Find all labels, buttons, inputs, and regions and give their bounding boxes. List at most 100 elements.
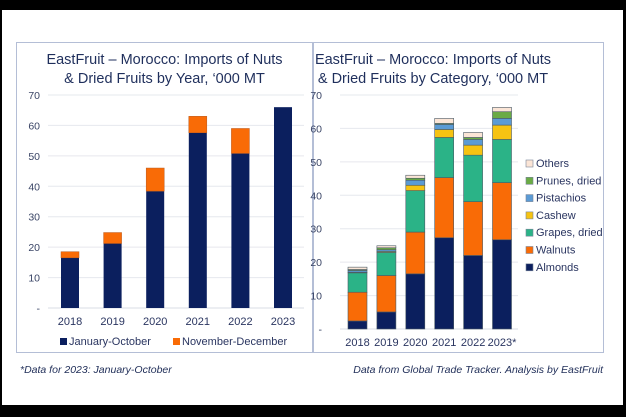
year-chart-bar-january-october <box>188 132 207 308</box>
right-chart-title-line-1: EastFruit – Morocco: Imports of Nuts <box>314 52 552 68</box>
category-chart-bar-grapes-dried <box>347 272 368 293</box>
category-chart-bar-cashew <box>434 129 455 138</box>
charts-frame: EastFruit – Morocco: Imports of Nuts & D… <box>16 42 604 353</box>
source-note: Data from Global Trade Tracker. Analysis… <box>353 364 603 376</box>
category-chart-y-tick-label: 50 <box>310 157 322 169</box>
footnote: *Data for 2023: January-October <box>20 364 172 376</box>
year-chart-bar-january-october <box>274 107 292 309</box>
category-chart-bar-almonds <box>376 311 397 330</box>
category-chart-bar-walnuts <box>463 201 483 256</box>
category-chart-legend-label: Prunes, dried <box>536 175 601 187</box>
year-chart-x-tick-label: 2022 <box>228 316 252 328</box>
year-chart-y-tick-label: 60 <box>28 120 40 132</box>
year-chart-legend-swatch <box>60 338 67 345</box>
category-chart-bar-grapes-dried <box>463 154 483 202</box>
year-chart-y-tick-label: 30 <box>28 212 40 224</box>
category-chart-bar-walnuts <box>434 177 455 239</box>
category-chart-legend-swatch <box>525 194 534 202</box>
right-chart-title: EastFruit – Morocco: Imports of Nuts & D… <box>313 51 553 89</box>
year-chart-x-tick-label: 2023 <box>271 316 295 328</box>
category-chart-legend-label: Walnuts <box>536 245 576 257</box>
category-chart-bar-almonds <box>434 237 455 330</box>
category-chart-legend-swatch <box>525 159 534 168</box>
category-chart-bar-prunes-dried <box>405 177 426 181</box>
category-chart-bar-others <box>463 132 483 138</box>
category-chart-y-tick-label: 40 <box>310 190 322 202</box>
category-chart-bar-almonds <box>463 255 483 330</box>
category-chart-bar-walnuts <box>492 182 512 241</box>
category-chart-bar-almonds <box>347 320 368 330</box>
category-chart-bar-walnuts <box>405 231 426 275</box>
category-chart-bar-cashew <box>405 184 426 191</box>
category-chart-x-tick-label: 2021 <box>432 337 456 349</box>
year-chart-y-tick-label: 20 <box>28 242 40 254</box>
category-chart-y-tick-label: 10 <box>310 291 322 303</box>
category-chart-bar-grapes-dried <box>405 190 426 233</box>
category-chart-bar-others <box>376 245 397 249</box>
category-chart-bar-pistachios <box>492 118 512 126</box>
category-chart-bar-others <box>492 107 512 113</box>
category-chart-bar-walnuts <box>347 291 368 322</box>
category-chart-x-tick-label: 2020 <box>403 337 427 349</box>
category-chart-x-tick-label: 2023* <box>488 337 517 349</box>
category-chart-y-tick-label: 60 <box>310 123 322 135</box>
category-chart-y-tick-label: 70 <box>310 90 322 102</box>
category-chart-bar-almonds <box>492 239 512 330</box>
chart-divider <box>312 43 314 352</box>
category-chart-legend-swatch <box>525 177 534 185</box>
category-chart-x-tick-label: 2019 <box>374 337 398 349</box>
category-chart-bar-others <box>347 266 368 270</box>
year-chart-x-tick-label: 2019 <box>100 316 124 328</box>
year-chart-y-tick-label: 40 <box>28 181 40 193</box>
category-chart-bar-walnuts <box>376 275 397 313</box>
category-chart-legend-label: Others <box>536 158 570 170</box>
category-chart-bar-prunes-dried <box>376 247 397 251</box>
category-chart-bar-pistachios <box>434 124 455 130</box>
category-chart-y-tick-label: - <box>319 324 323 336</box>
category-chart-legend-swatch <box>525 211 534 220</box>
category-chart-legend-label: Grapes, dried <box>536 227 603 239</box>
year-chart-y-tick-label: - <box>37 303 41 315</box>
year-chart-y-tick-label: 50 <box>28 151 40 163</box>
category-chart-legend-label: Cashew <box>536 210 576 222</box>
category-chart-legend-label: Pistachios <box>536 193 587 205</box>
category-chart-legend-swatch <box>525 228 534 237</box>
category-chart-bar-cashew <box>463 144 483 156</box>
left-chart-title-line-1: EastFruit – Morocco: Imports of Nuts <box>46 52 283 68</box>
year-chart-bar-november-december <box>188 116 208 133</box>
category-chart-bar-almonds <box>405 273 426 330</box>
year-chart-bar-january-october <box>103 243 122 308</box>
year-chart-bar-january-october <box>146 191 165 308</box>
category-chart-legend-label: Almonds <box>536 262 579 274</box>
figure-panel: EastFruit – Morocco: Imports of Nuts & D… <box>2 10 623 405</box>
year-chart-x-tick-label: 2018 <box>58 316 82 328</box>
category-chart-legend-swatch <box>525 263 534 272</box>
year-chart-legend-swatch <box>173 338 180 345</box>
category-chart-bar-pistachios <box>405 179 426 186</box>
year-chart-x-tick-label: 2021 <box>186 316 210 328</box>
category-chart-y-tick-label: 30 <box>310 224 322 236</box>
category-chart-bar-grapes-dried <box>376 252 397 276</box>
left-chart-title: EastFruit – Morocco: Imports of Nuts & D… <box>17 51 312 89</box>
category-chart-bar-cashew <box>492 124 512 140</box>
year-chart-x-tick-label: 2020 <box>143 316 167 328</box>
category-chart-bar-grapes-dried <box>492 139 512 183</box>
category-chart-bar-pistachios <box>463 139 483 146</box>
category-chart-x-tick-label: 2018 <box>345 337 369 349</box>
category-chart-bar-others <box>434 118 455 124</box>
year-chart-bar-january-october <box>231 153 250 308</box>
year-chart-y-tick-label: 10 <box>28 273 40 285</box>
year-chart-bar-january-october <box>61 257 79 308</box>
year-chart-bar-november-december <box>145 167 165 192</box>
year-chart-legend-label: November-December <box>182 336 287 348</box>
year-chart-bar-november-december <box>103 232 122 244</box>
year-chart-y-tick-label: 70 <box>28 90 40 102</box>
category-chart-y-tick-label: 20 <box>310 257 322 269</box>
category-chart-x-tick-label: 2022 <box>461 337 485 349</box>
left-chart-title-line-2: & Dried Fruits by Year, ‘000 MT <box>64 71 265 87</box>
category-chart-bar-prunes-dried <box>463 137 483 140</box>
year-chart-bar-november-december <box>231 128 250 154</box>
right-chart-title-line-2: & Dried Fruits by Category, ‘000 MT <box>317 71 549 87</box>
category-chart-bar-others <box>405 174 426 179</box>
